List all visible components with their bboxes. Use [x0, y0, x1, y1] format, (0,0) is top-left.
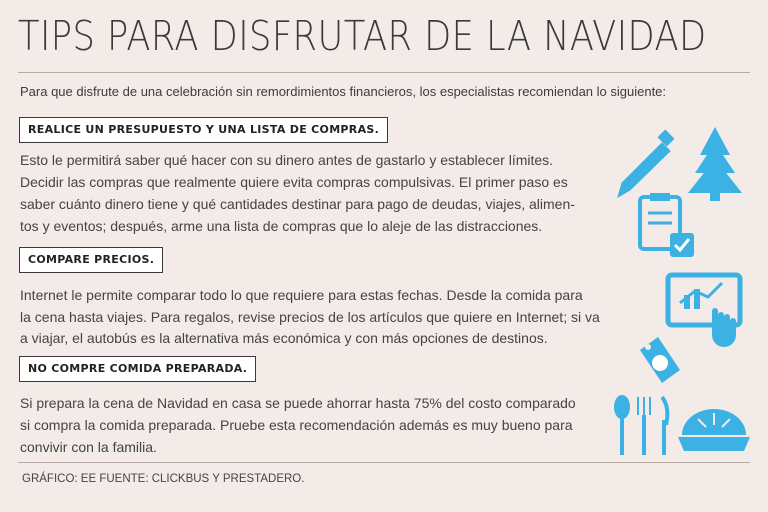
tablet-icon: [665, 272, 743, 347]
pencil-icon: [617, 129, 675, 199]
body-line: Internet le permite comparar todo lo que…: [20, 287, 583, 303]
footer: GRÁFICO: EE FUENTE: CLICKBUS Y PRESTADER…: [22, 473, 305, 485]
divider: [18, 462, 750, 463]
body-line: convivir con la familia.: [20, 439, 157, 455]
body-line: Esto le permitirá saber qué hacer con su…: [20, 152, 554, 168]
clipboard-icon: [638, 193, 694, 257]
body-line: si compra la comida preparada. Pruebe es…: [20, 417, 573, 433]
body-line: Decidir las compras que realmente quiere…: [20, 174, 568, 190]
body-line: tos y eventos; después, arme una lista d…: [20, 218, 543, 234]
section-heading: COMPARE PRECIOS.: [19, 247, 164, 273]
icons: [614, 127, 750, 455]
pie-icon: [678, 409, 750, 451]
body-line: Si prepara la cena de Navidad en casa se…: [20, 395, 576, 411]
section-heading: REALICE UN PRESUPUESTO Y UNA LISTA DE CO…: [19, 117, 389, 143]
intro: Para que disfrute de una celebración sin…: [20, 84, 667, 99]
body-line: saber cuánto dinero tiene y qué cantidad…: [20, 196, 575, 212]
cutlery-icon: [614, 395, 670, 455]
body-line: a viajar, el autobús es la alternativa m…: [20, 330, 548, 346]
divider: [18, 72, 750, 73]
body-line: la cena hasta viajes. Para regalos, revi…: [20, 309, 600, 325]
title: TIPS PARA DISFRUTAR DE LA NAVIDAD: [18, 12, 707, 60]
tree-icon: [688, 127, 742, 201]
price-tag-icon: [640, 337, 680, 383]
section-heading: NO COMPRE COMIDA PREPARADA.: [19, 356, 257, 382]
